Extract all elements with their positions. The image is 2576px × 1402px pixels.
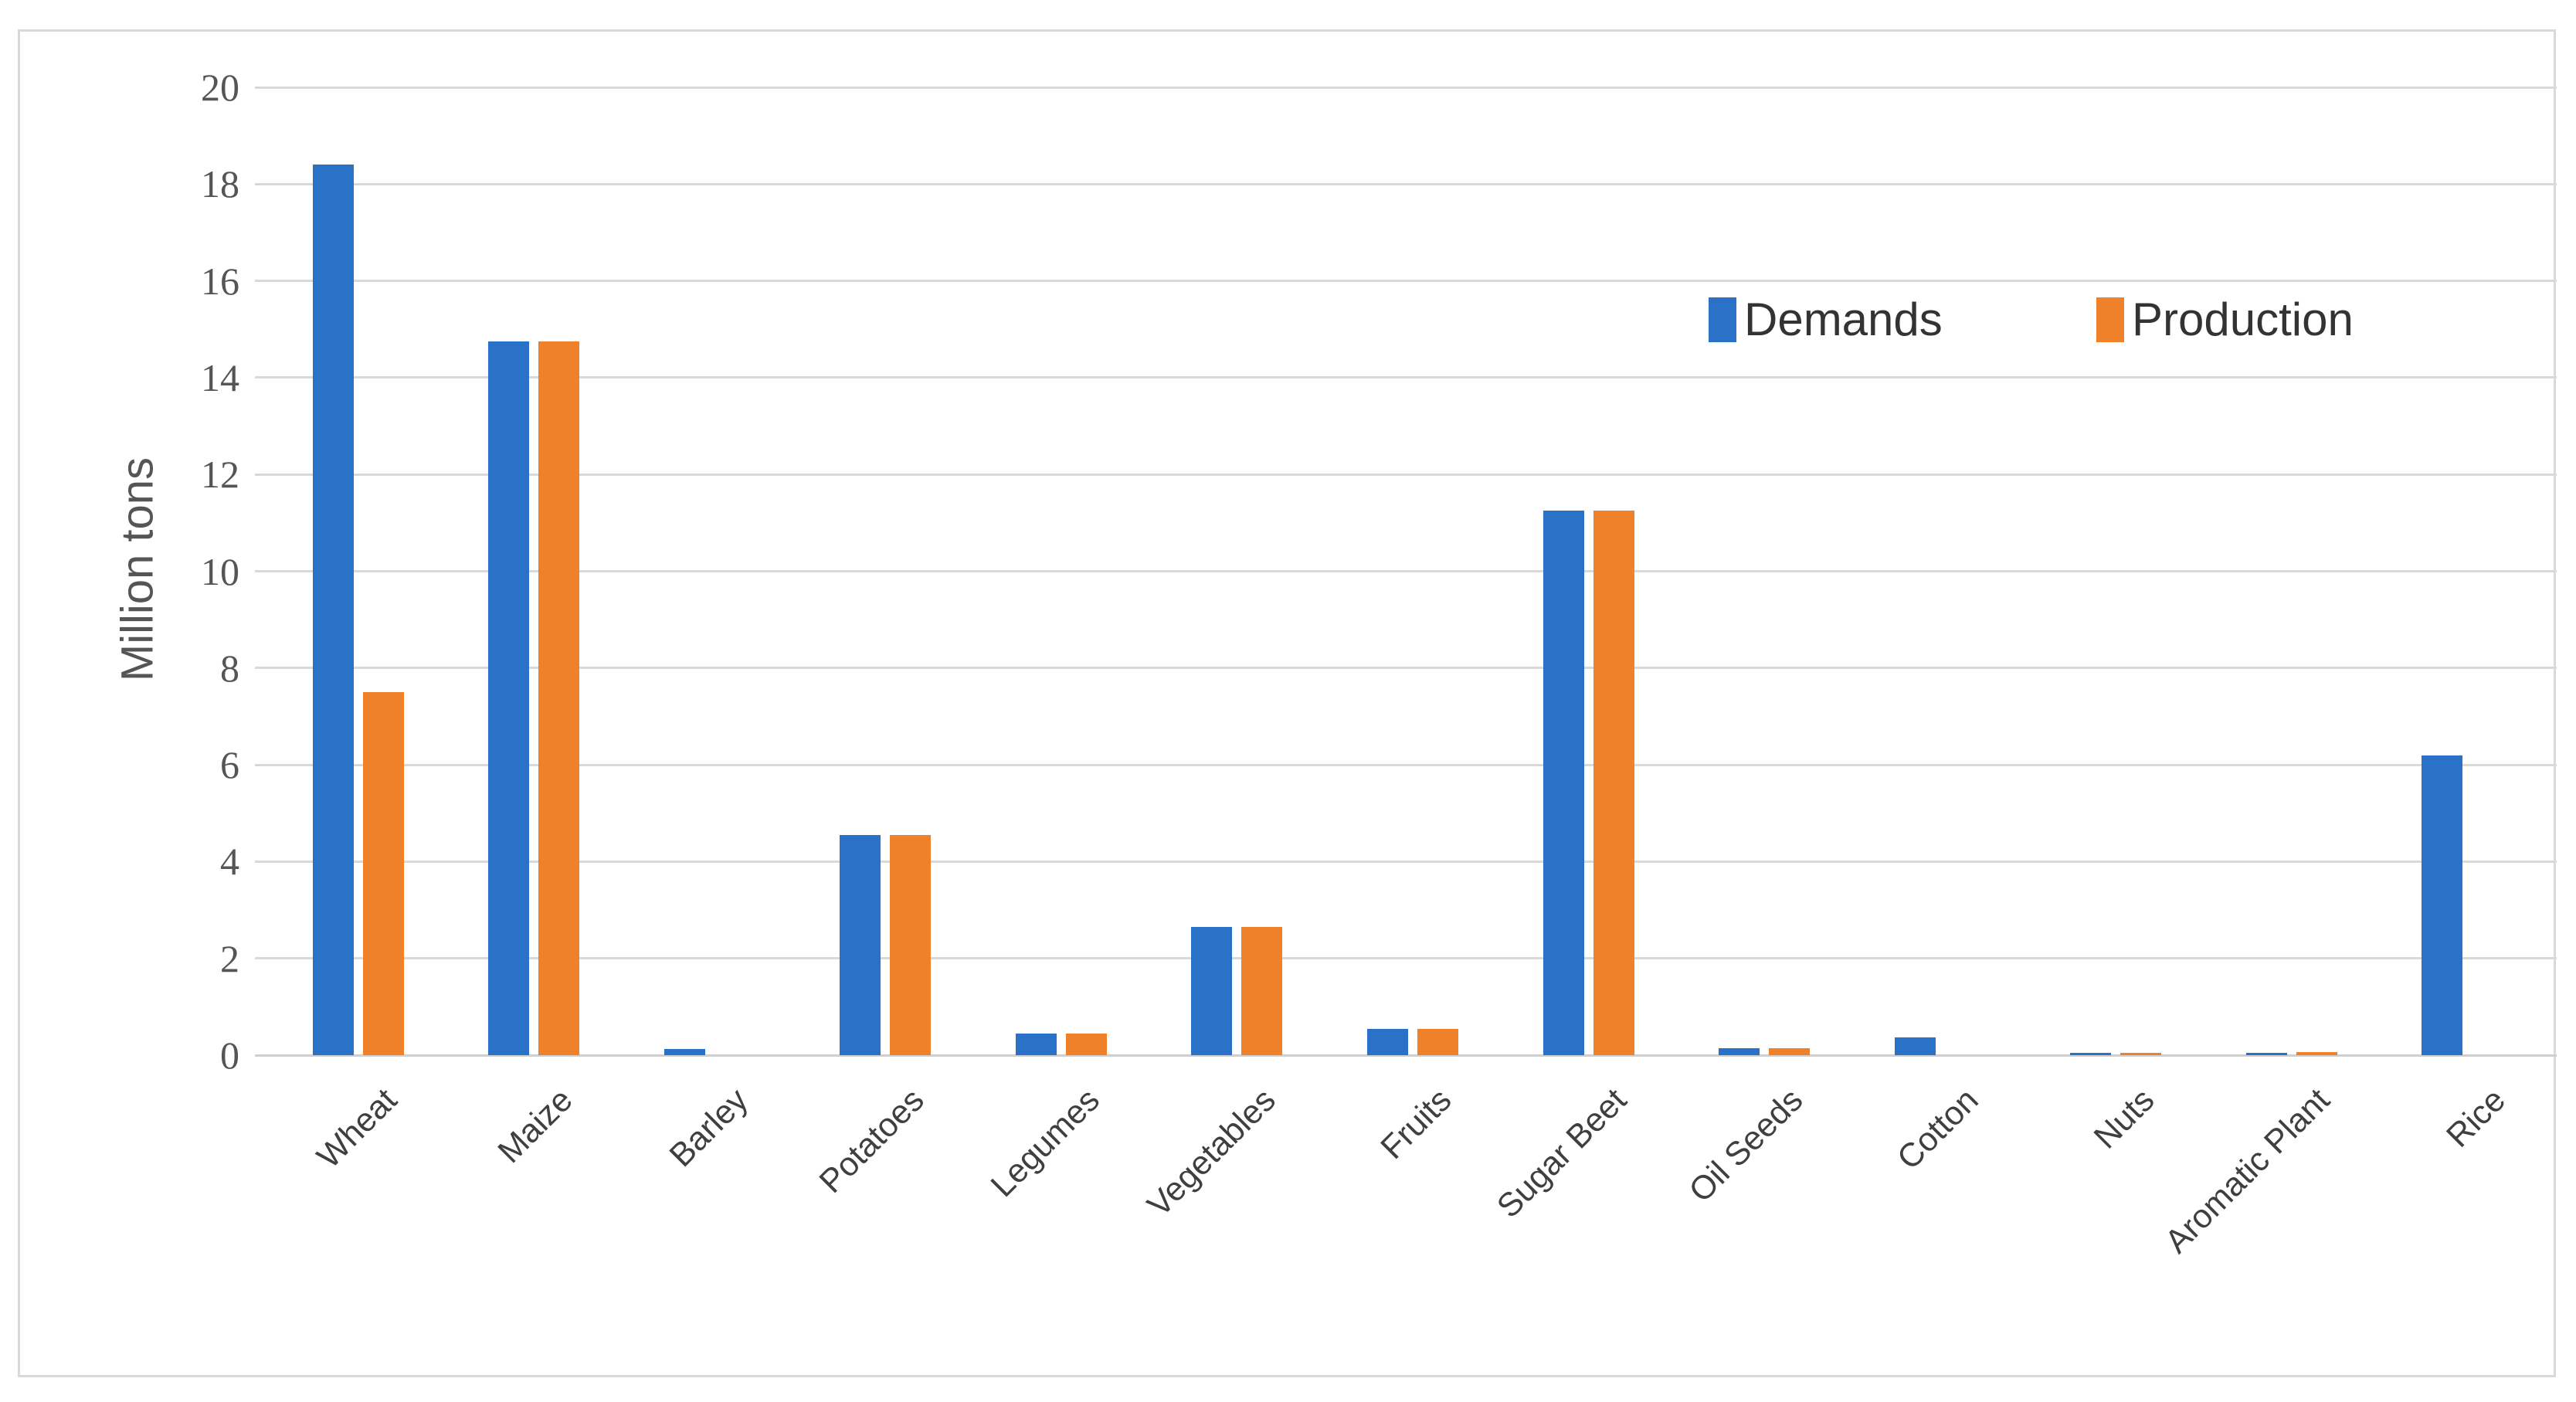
y-gridline [255,376,2557,379]
y-tick-label: 2 [220,936,239,980]
bar-production-oil-seeds [1769,1048,1811,1055]
bar-production-nuts [2120,1053,2162,1055]
bar-production-aromatic-plant [2296,1052,2337,1055]
y-tick-label: 18 [201,162,239,206]
y-tick-label: 16 [201,259,239,303]
y-gridline [255,473,2557,476]
bar-demands-oil-seeds [1719,1048,1760,1055]
y-tick-label: 14 [201,355,239,399]
bar-demands-vegetables [1191,927,1233,1055]
production-swatch-icon [2096,297,2124,342]
bar-demands-wheat [312,165,354,1055]
y-tick-label: 12 [201,453,239,497]
plot-area [255,86,2557,1057]
y-gridline [255,182,2557,185]
y-tick-label: 6 [220,743,239,787]
chart-border [18,29,2556,1377]
bar-demands-potatoes [840,835,881,1055]
y-gridline [255,763,2557,766]
bar-production-wheat [362,692,404,1055]
y-tick-label: 20 [201,66,239,109]
bar-production-legumes [1065,1034,1107,1055]
y-gridline [255,957,2557,960]
bar-production-sugar-beet [1593,511,1634,1055]
legend-label-demands: Demands [1744,294,1943,345]
y-gridline [255,570,2557,572]
demands-swatch-icon [1709,297,1736,342]
bar-production-potatoes [890,835,932,1055]
bar-demands-maize [488,341,530,1055]
y-gridline [255,860,2557,863]
y-tick-label: 4 [220,840,239,884]
legend-item-production: Production [2096,295,2354,345]
bar-demands-legumes [1015,1034,1057,1055]
bar-production-maize [538,341,580,1055]
y-tick-label: 8 [220,646,239,690]
bar-demands-nuts [2070,1053,2112,1055]
legend-item-demands: Demands [1709,295,1943,345]
legend-label-production: Production [2132,294,2354,345]
bar-production-fruits [1417,1029,1458,1055]
bar-production-vegetables [1241,927,1283,1055]
bar-demands-fruits [1367,1029,1408,1055]
bar-demands-barley [664,1049,705,1055]
bar-demands-aromatic-plant [2245,1053,2287,1055]
bar-demands-rice [2422,755,2463,1055]
y-gridline [255,86,2557,89]
y-gridline [255,1054,2557,1057]
y-gridline [255,280,2557,283]
y-gridline [255,667,2557,670]
bar-demands-sugar-beet [1543,511,1584,1055]
bar-demands-cotton [1894,1037,1936,1055]
y-tick-label: 10 [201,549,239,593]
y-tick-label: 0 [220,1034,239,1077]
